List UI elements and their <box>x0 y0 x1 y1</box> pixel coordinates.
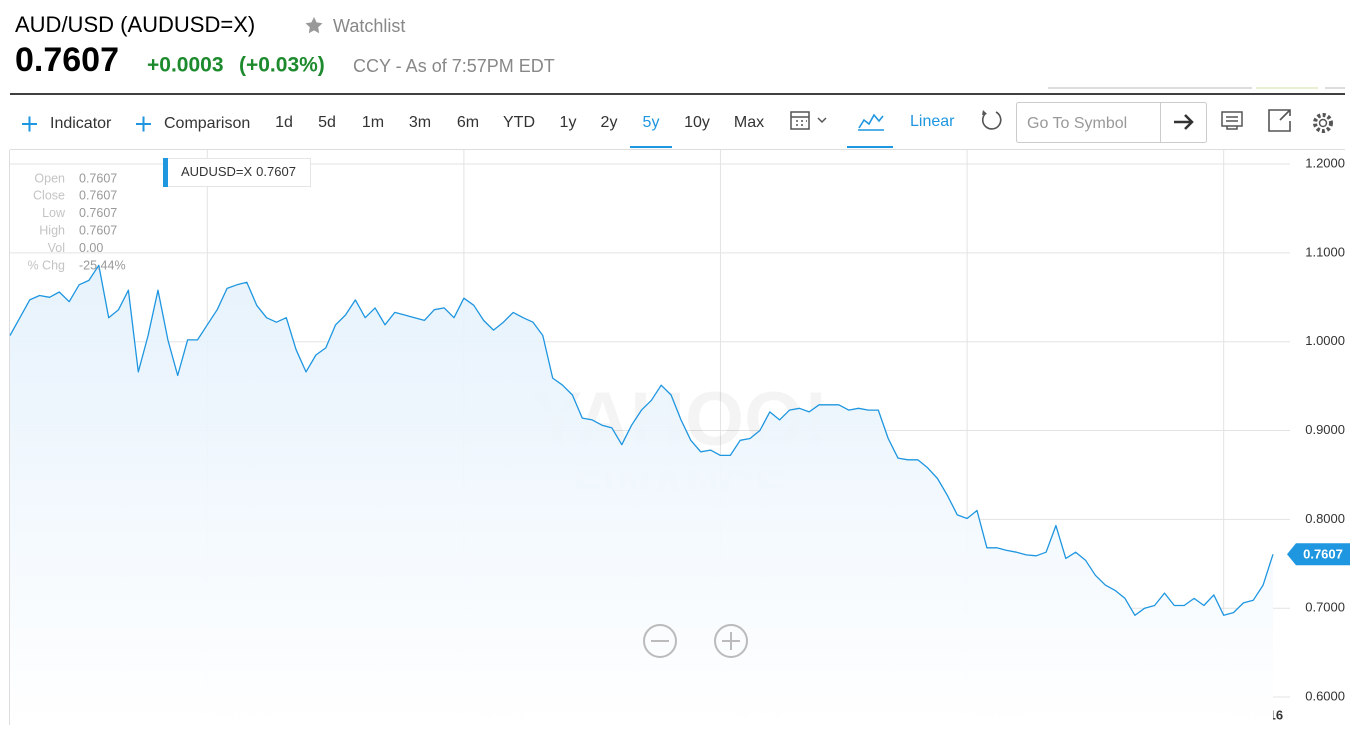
share-button[interactable] <box>1268 109 1291 132</box>
y-tick-label: 0.9000 <box>1305 422 1345 437</box>
range-button[interactable]: YTD <box>503 114 535 131</box>
reset-icon[interactable] <box>981 111 1002 130</box>
last-value-label: 0.7607 <box>1303 547 1343 562</box>
legend-swatch <box>163 158 168 187</box>
info-value: 0.00 <box>79 241 103 255</box>
plus-icon <box>22 116 37 132</box>
price-line <box>9 264 1274 616</box>
range-button[interactable]: 6m <box>457 114 479 131</box>
price: 0.7607 <box>15 41 119 79</box>
star-icon[interactable] <box>305 17 323 34</box>
zoom-out-button[interactable] <box>643 624 677 658</box>
print-icon <box>1221 111 1243 127</box>
quote-meta: CCY - As of 7:57PM EDT <box>353 56 555 76</box>
plus-icon <box>722 632 740 650</box>
comparison-button[interactable]: Comparison <box>164 115 250 132</box>
area-fill <box>10 265 1273 725</box>
scale-button[interactable]: Linear <box>910 113 955 130</box>
y-tick-label: 1.0000 <box>1305 333 1345 348</box>
range-button[interactable]: Max <box>734 114 764 131</box>
chart-type-button[interactable] <box>847 113 893 148</box>
y-tick-label: 0.6000 <box>1305 688 1345 703</box>
range-button[interactable]: 1d <box>275 114 293 131</box>
info-value: -25.44% <box>79 258 126 272</box>
calendar-grid <box>791 116 809 126</box>
info-value: 0.7607 <box>79 223 117 237</box>
price-change-percent: (+0.03%) <box>239 54 325 77</box>
legend-name: AUDUSD=X <box>181 164 252 179</box>
last-value-tag <box>1287 543 1350 566</box>
info-label: Open <box>34 171 65 185</box>
zoom-controls <box>643 624 748 658</box>
chevron <box>817 117 827 124</box>
info-value: 0.7607 <box>79 171 117 185</box>
reset-arrow <box>982 110 987 115</box>
range-button[interactable]: 5y <box>643 114 660 131</box>
gear-teeth <box>1313 113 1333 133</box>
overlay: AUDUSD=X 0.7607 Open 0.7607 Close 0.7607 Low 0.… <box>27 158 311 272</box>
legend-entry: AUDUSD=X 0.7607 <box>181 164 296 179</box>
symbol-input-placeholder: Go To Symbol <box>1027 115 1127 132</box>
range-button[interactable]: 1m <box>362 114 384 131</box>
info-label: % Chg <box>27 258 65 272</box>
range-button[interactable]: 10y <box>684 114 710 131</box>
y-tick-label: 0.7000 <box>1305 600 1345 615</box>
y-tick-label: 0.8000 <box>1305 511 1345 526</box>
zoom-in-button[interactable] <box>714 624 748 658</box>
info-label: Vol <box>48 241 65 255</box>
quote-title: AUD/USD (AUDUSD=X) <box>15 12 255 37</box>
range-button[interactable]: 2y <box>601 114 618 131</box>
toolbar: Indicator Comparison <box>22 115 250 132</box>
range-button[interactable]: 1y <box>560 114 577 131</box>
y-tick-label: 1.1000 <box>1305 244 1345 259</box>
y-tick-label: 1.2000 <box>1305 155 1345 170</box>
info-label: High <box>39 223 65 237</box>
watchlist-button[interactable]: Watchlist <box>333 16 405 36</box>
range-button[interactable]: 5d <box>318 114 336 131</box>
indicator-button[interactable]: Indicator <box>50 115 112 132</box>
info-label: Close <box>33 189 65 203</box>
info-value: 0.7607 <box>79 189 117 203</box>
go-button[interactable] <box>1174 114 1194 130</box>
plot: 0.7607 <box>9 264 1350 725</box>
calendar-button[interactable] <box>790 111 827 130</box>
symbol-input[interactable] <box>1016 102 1207 143</box>
print-lines <box>1226 116 1238 130</box>
gear-hub <box>1318 118 1328 128</box>
price-change: +0.0003 <box>147 54 224 77</box>
settings-button[interactable] <box>1313 113 1333 133</box>
range-button[interactable]: 3m <box>409 114 431 131</box>
plus-icon <box>136 116 151 132</box>
info-value: 0.7607 <box>79 206 117 220</box>
legend-value: 0.7607 <box>256 164 296 179</box>
calendar-icon <box>790 111 810 130</box>
print-button[interactable] <box>1221 111 1243 130</box>
info-label: Low <box>42 206 66 220</box>
chart-icon <box>858 113 884 129</box>
legend-box <box>163 158 311 187</box>
